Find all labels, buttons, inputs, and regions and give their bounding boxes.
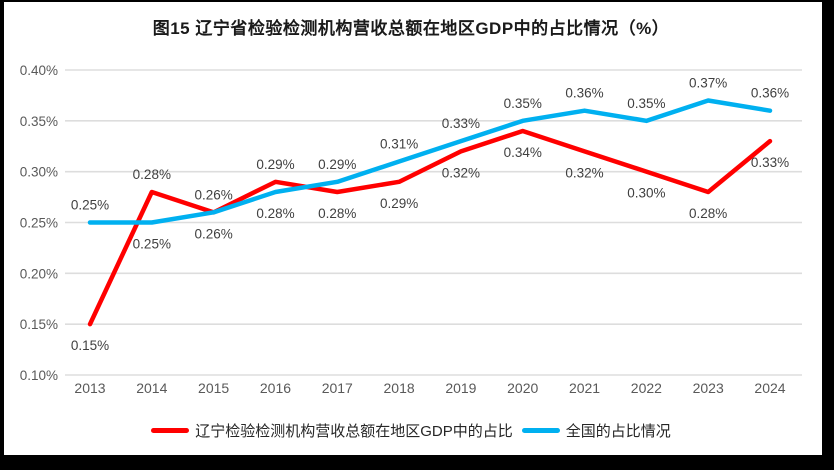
data-label-liaoning: 0.30% — [627, 186, 665, 201]
data-label-national: 0.36% — [751, 86, 789, 101]
frame-border-bottom — [0, 455, 834, 470]
x-axis-tick-label: 2022 — [631, 380, 662, 396]
data-label-liaoning: 0.28% — [318, 206, 356, 221]
data-label-liaoning: 0.26% — [194, 187, 232, 202]
x-axis-tick-label: 2015 — [198, 380, 229, 396]
legend-label-liaoning: 辽宁检验检测机构营收总额在地区GDP中的占比 — [195, 422, 513, 440]
data-label-liaoning: 0.29% — [380, 196, 418, 211]
data-label-liaoning: 0.28% — [689, 206, 727, 221]
y-axis-tick-label: 0.25% — [20, 216, 58, 231]
data-label-national: 0.35% — [504, 96, 542, 111]
x-axis-tick-label: 2019 — [445, 380, 476, 396]
legend-swatch-liaoning-line — [151, 427, 190, 433]
data-label-national: 0.29% — [318, 157, 356, 172]
y-axis-tick-label: 0.35% — [20, 114, 58, 129]
series-line-liaoning — [87, 128, 773, 327]
data-label-liaoning: 0.29% — [256, 157, 294, 172]
x-axis-tick-label: 2023 — [693, 380, 724, 396]
chart-legend: 辽宁检验检测机构营收总额在地区GDP中的占比 全国的占比情况 — [0, 417, 822, 443]
data-label-national: 0.33% — [442, 116, 480, 131]
y-axis-tick-label: 0.30% — [20, 165, 58, 180]
x-axis-tick-label: 2014 — [136, 380, 167, 396]
y-axis-tick-label: 0.15% — [20, 317, 58, 332]
x-axis-tick-label: 2013 — [74, 380, 105, 396]
frame-border-left — [0, 0, 4, 470]
y-axis-tick-label: 0.40% — [20, 63, 58, 78]
data-label-national: 0.37% — [689, 76, 727, 91]
data-label-national: 0.25% — [133, 237, 171, 252]
legend-item-liaoning: 辽宁检验检测机构营收总额在地区GDP中的占比 — [151, 420, 513, 441]
data-label-liaoning: 0.15% — [71, 338, 109, 353]
x-axis-tick-label: 2018 — [384, 380, 415, 396]
data-label-liaoning: 0.34% — [504, 145, 542, 160]
data-label-liaoning: 0.28% — [133, 167, 171, 182]
data-label-national: 0.25% — [71, 198, 109, 213]
data-label-national: 0.31% — [380, 137, 418, 152]
legend-item-national: 全国的占比情况 — [521, 420, 671, 441]
data-label-national: 0.35% — [627, 96, 665, 111]
y-axis-tick-label: 0.10% — [20, 368, 58, 383]
x-axis-tick-label: 2020 — [507, 380, 538, 396]
data-label-national: 0.26% — [194, 226, 232, 241]
data-label-national: 0.28% — [256, 206, 294, 221]
x-axis-tick-label: 2017 — [322, 380, 353, 396]
data-label-liaoning: 0.32% — [442, 165, 480, 180]
x-axis-tick-label: 2016 — [260, 380, 291, 396]
frame-border-top — [0, 0, 834, 2]
x-axis-tick-label: 2021 — [569, 380, 600, 396]
legend-swatch-national-line — [521, 427, 560, 433]
data-label-national: 0.36% — [565, 86, 603, 101]
x-axis-tick-label: 2024 — [754, 380, 785, 396]
data-label-liaoning: 0.32% — [565, 165, 603, 180]
y-axis-tick-label: 0.20% — [20, 266, 58, 281]
chart-title: 图15 辽宁省检验检测机构营收总额在地区GDP中的占比情况（%） — [152, 19, 670, 38]
legend-label-national: 全国的占比情况 — [565, 422, 671, 440]
series-line-national — [87, 98, 773, 225]
frame-border-right — [822, 0, 834, 470]
data-label-liaoning: 0.33% — [751, 155, 789, 170]
